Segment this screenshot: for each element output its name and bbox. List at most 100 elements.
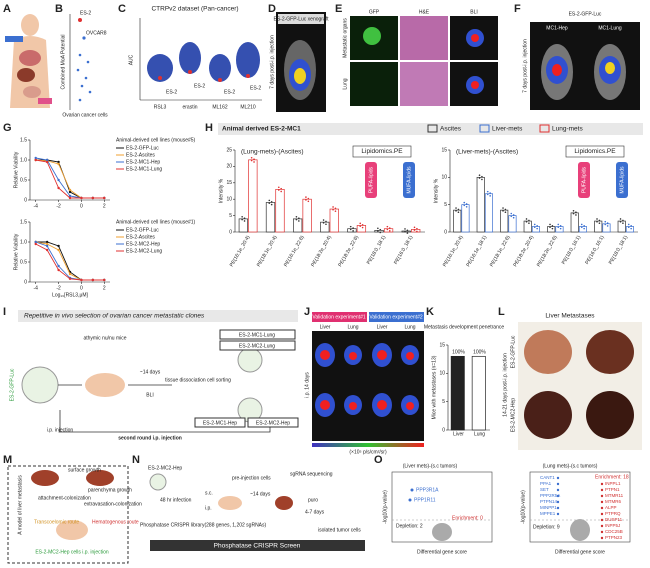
- panel-e: GFP H&E BLI Metastatic organs Lung: [342, 9, 498, 106]
- replicate-dot: [305, 196, 307, 198]
- bar: [547, 226, 556, 233]
- annotation-tag: [365, 162, 377, 198]
- y-tick-label: 0: [24, 197, 27, 203]
- bar-annotation: 100%: [473, 350, 486, 356]
- panel-label: N: [132, 454, 140, 466]
- data-point: [57, 264, 60, 268]
- replicate-dot: [361, 226, 364, 229]
- x-tick-label: 2: [103, 285, 106, 291]
- y-axis-label: -log10(p-value): [382, 490, 388, 524]
- x-tick-label: PE(18:2e_20:4): [310, 234, 333, 268]
- panel-f: ES-2-GFP-Luc MC1-Hep MC1-Lung 7 days pos…: [522, 11, 640, 110]
- replicate-dot: [630, 225, 632, 227]
- legend-label: ES-2-Ascites: [126, 152, 155, 158]
- replicate-dot: [359, 222, 362, 225]
- label: athymic nu/nu mice: [83, 335, 126, 341]
- cell-label: ES-2-GFP-Luc: [9, 368, 15, 401]
- replicate-dot: [243, 220, 246, 222]
- replicate-dot: [334, 210, 337, 212]
- y-tick-label: 10: [226, 197, 232, 203]
- image-title: ES-2-GFP-Luc: [569, 11, 602, 17]
- gene-label: PTPN23: [605, 535, 623, 540]
- gene-label: DUSP11: [605, 517, 623, 522]
- label: second round i.p. injection: [118, 435, 182, 441]
- y-tick-label: 0: [442, 427, 445, 433]
- x-tick-label: PE(18:1e_22:6): [489, 234, 512, 268]
- row-label: Metastatic organs: [342, 18, 348, 58]
- y-tick-label: 1.0: [20, 239, 27, 245]
- annotation: MUFA-lipids: [406, 166, 412, 193]
- gene-label: MTMR11: [605, 493, 624, 498]
- y-axis-label: AUC: [128, 54, 134, 65]
- replicate-dot: [481, 175, 483, 178]
- gene-label: MTMR6: [605, 499, 621, 504]
- bar: [461, 204, 470, 233]
- replicate-dot: [536, 225, 538, 227]
- data-point: [57, 160, 60, 164]
- replicate-dot: [486, 190, 489, 193]
- gene-point: [600, 512, 604, 516]
- replicate-dot: [630, 227, 632, 230]
- bar: [555, 226, 564, 233]
- panel-label: I: [3, 306, 6, 318]
- replicate-dot: [536, 227, 538, 230]
- data-point: [34, 158, 37, 162]
- clone-label: ES-2-MC1-Lung: [239, 332, 275, 338]
- y-tick-label: 5: [442, 399, 445, 405]
- replicate-dot: [489, 192, 491, 194]
- replicate-dot: [606, 222, 609, 224]
- replicate-dot: [559, 227, 562, 230]
- bar: [617, 220, 626, 233]
- y-axis-label: Relative Viability: [13, 233, 19, 270]
- replicate-dot: [572, 212, 575, 215]
- title: (Lung mets)-(s.c tumors): [543, 463, 598, 469]
- gene-label: INPP5J: [605, 523, 620, 528]
- gene-label: ALPP: [605, 505, 617, 510]
- x-tick-label: PE(16:1e_20:4): [229, 234, 252, 268]
- annotation-tag: [403, 162, 415, 198]
- panel-b: ES-2 OVCAR8 Combined MoA Potential Ovari…: [60, 10, 108, 118]
- replicate-dot: [465, 203, 468, 205]
- label: pre-injection cells: [232, 475, 271, 481]
- data-point: [57, 244, 60, 248]
- gene-point: [556, 482, 560, 486]
- panel-o: (Liver mets)-(s.c tumors) (Lung mets)-(s…: [382, 463, 631, 555]
- gene-point: [556, 512, 560, 516]
- x-tick-label: PE(18:0_16:1): [561, 234, 582, 265]
- bar: [523, 220, 532, 233]
- gene-point: [556, 488, 560, 492]
- replicate-dot: [455, 207, 457, 209]
- label: isolated tumor cells: [318, 527, 361, 533]
- side-label: 14-21 days post-i.p. injection: [502, 353, 508, 417]
- note: Depletion: 2: [396, 523, 423, 529]
- label: parenchyma growth: [88, 487, 132, 493]
- data-point: [57, 186, 60, 190]
- panel-label: C: [118, 3, 126, 15]
- y-tick-label: 0: [229, 229, 232, 235]
- replicate-dot: [463, 204, 466, 207]
- x-tick-label: PE(18:2e_20:4): [512, 234, 535, 268]
- gene-point: [600, 524, 604, 528]
- label: ES-2-MC2-Hep: [148, 465, 182, 471]
- image-title: ES-2-GFP-Luc xenograft: [273, 16, 329, 22]
- x-axis-label: Differential gene score: [417, 549, 467, 555]
- data-point: [45, 240, 49, 244]
- scale-label: (×10⁵ p/s/cm²/sr): [349, 449, 387, 455]
- data-point: [57, 248, 60, 252]
- x-tick-label: 2: [103, 203, 106, 209]
- gene-label: PTPRQ: [605, 511, 621, 516]
- x-tick-label: 0: [80, 203, 83, 209]
- x-tick-label: PE(16:0_16:1): [584, 234, 605, 265]
- bar: [476, 176, 485, 233]
- data-point: [34, 156, 37, 160]
- replicate-dot: [277, 189, 280, 191]
- replicate-dot: [277, 186, 280, 189]
- replicate-dot: [575, 214, 577, 216]
- banner: Phosphatase CRISPR Screen: [214, 543, 301, 550]
- replicate-dot: [604, 223, 607, 226]
- replicate-dot: [549, 226, 551, 229]
- panel-label: F: [514, 3, 521, 15]
- gene-point: [600, 488, 604, 492]
- replicate-dot: [604, 220, 607, 223]
- replicate-dot: [386, 228, 389, 231]
